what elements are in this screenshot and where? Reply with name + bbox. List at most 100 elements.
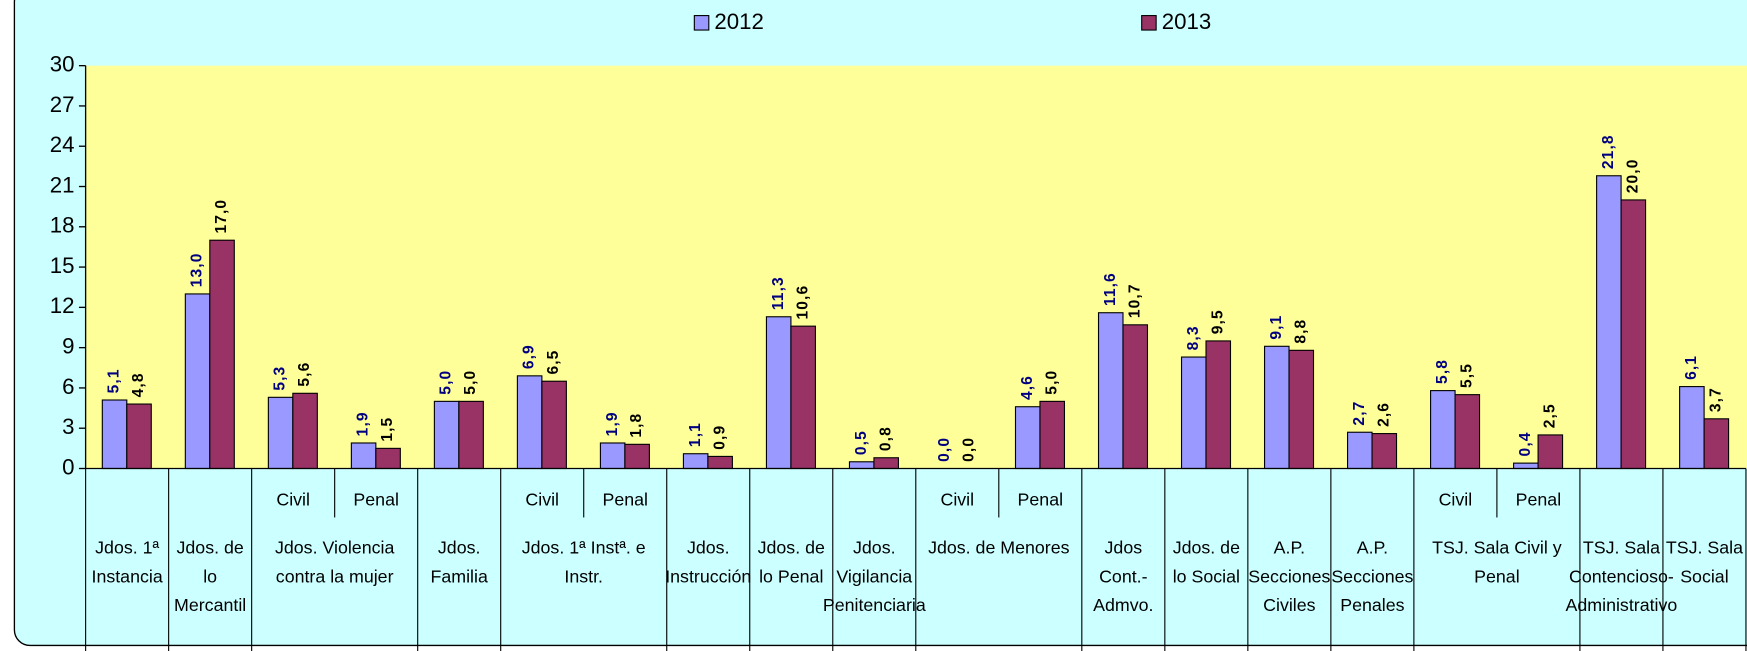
bar [707, 455, 733, 470]
category-label: Jdos. 1ª Instª. e [522, 537, 646, 557]
data-label: 11,3 [770, 276, 787, 310]
data-label: 5,0 [1043, 370, 1060, 395]
sub-category-label: Penal [353, 489, 399, 509]
data-label: 2,5 [1541, 403, 1558, 428]
category-label: Jdos. de [758, 537, 825, 557]
data-label: 6,9 [521, 344, 538, 369]
category-label: Vigilancia [836, 566, 912, 586]
bar [1703, 418, 1730, 470]
category-label: Jdos. 1ª [95, 537, 159, 557]
data-label: 5,8 [1434, 359, 1451, 384]
sub-category-label: Civil [276, 489, 310, 509]
category-label: Jdos. [438, 537, 481, 557]
category-label: Instr. [564, 566, 603, 586]
category-label: lo Penal [759, 566, 823, 586]
sub-category-label: Civil [940, 489, 974, 509]
category-label: Jdos. [687, 537, 730, 557]
bar [1122, 324, 1149, 470]
category-label: Jdos [1105, 537, 1143, 557]
data-label: 4,8 [130, 372, 147, 397]
data-label: 4,6 [1019, 375, 1036, 400]
bar [375, 447, 401, 470]
category-label: contra la mujer [276, 566, 394, 586]
legend-swatch [693, 15, 710, 31]
category-label: Cont.- [1099, 566, 1148, 586]
data-label: 6,1 [1683, 355, 1700, 380]
data-label: 0,9 [711, 425, 728, 450]
y-tick-label: 15 [50, 253, 75, 278]
category-label: Social [1680, 566, 1728, 586]
category-label: Jdos. Violencia [275, 537, 394, 557]
data-label: 21,8 [1600, 134, 1617, 169]
y-tick-label: 24 [50, 132, 75, 157]
y-tick-label: 6 [62, 374, 74, 399]
data-label: 13,0 [189, 253, 206, 288]
data-label: 0,5 [853, 430, 870, 455]
data-label: 5,1 [106, 368, 123, 393]
category-label: TSJ. Sala [1583, 537, 1660, 557]
legend-swatch [1141, 15, 1157, 31]
bar [516, 375, 543, 470]
bar [1537, 434, 1564, 470]
data-label: 3,7 [1707, 387, 1724, 412]
category-label: TSJ. Sala [1666, 537, 1743, 557]
data-label: 1,1 [687, 422, 704, 447]
data-label: 1,9 [355, 411, 372, 436]
data-label: 10,6 [794, 285, 811, 320]
y-tick-label: 21 [50, 172, 75, 197]
data-label: 2,6 [1375, 402, 1392, 427]
bar [1679, 386, 1705, 470]
data-label: 0,0 [960, 437, 977, 462]
category-label: Secciones [1331, 566, 1413, 586]
bar [1014, 406, 1041, 470]
bar [1288, 349, 1315, 470]
data-label: 0,4 [1517, 431, 1534, 456]
sub-category-label: Penal [602, 489, 648, 509]
bar [682, 453, 709, 470]
bar [433, 400, 460, 470]
bar [599, 442, 626, 470]
bar [1513, 462, 1539, 470]
bar [101, 399, 128, 470]
category-label: Administrativo [1566, 595, 1678, 615]
data-label: 0,8 [877, 426, 894, 451]
bar [1205, 340, 1232, 470]
bar [1039, 400, 1066, 470]
category-label: Jdos. de [1173, 537, 1240, 557]
bar [458, 400, 484, 470]
data-label: 5,3 [272, 366, 289, 391]
data-label: 1,8 [628, 413, 645, 438]
data-label: 1,9 [604, 411, 621, 436]
category-label: lo Social [1173, 566, 1240, 586]
bar [1596, 175, 1622, 470]
category-label: Instancia [92, 566, 163, 586]
bar [1263, 345, 1290, 470]
data-label: 5,0 [462, 370, 479, 395]
y-tick-label: 3 [62, 414, 74, 439]
data-label: 8,3 [1185, 325, 1202, 350]
bar [765, 316, 792, 470]
data-label: 0,0 [936, 437, 953, 462]
data-label: 9,1 [1268, 315, 1285, 340]
category-label: Jdos. de [177, 537, 244, 557]
category-label: A.P. [1357, 537, 1388, 557]
y-tick-label: 9 [62, 334, 74, 359]
bar [790, 325, 816, 470]
category-label: Jdos. de Menores [928, 537, 1070, 557]
category-label: Penales [1340, 595, 1404, 615]
sub-category-label: Penal [1018, 489, 1064, 509]
bar [267, 396, 294, 470]
sub-category-label: Penal [1516, 489, 1562, 509]
sub-category-label: Civil [525, 489, 559, 509]
bar [624, 443, 650, 470]
data-label: 20,0 [1624, 159, 1641, 194]
category-label: TSJ. Sala Civil y [1432, 537, 1562, 557]
data-label: 9,5 [1209, 309, 1226, 334]
y-tick-label: 27 [50, 92, 75, 117]
y-tick-label: 18 [50, 213, 75, 238]
bar [848, 461, 875, 470]
category-label: Jdos. [853, 537, 896, 557]
data-label: 8,8 [1292, 319, 1309, 344]
